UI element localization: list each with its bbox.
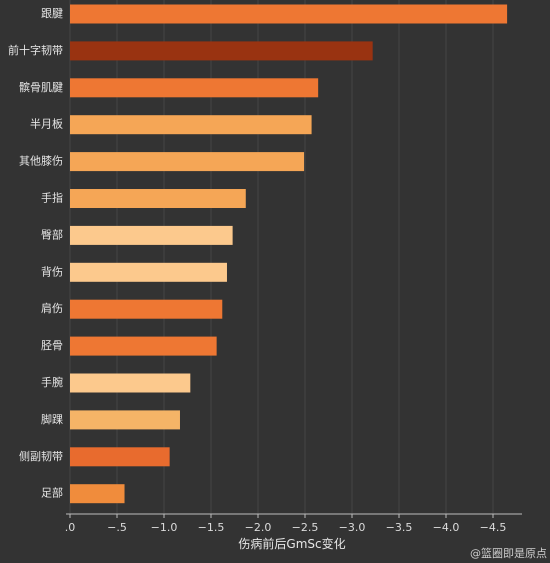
bar [70, 189, 246, 208]
bars [70, 4, 508, 504]
x-tick-label: −4.0 [433, 521, 460, 534]
category-label: 臀部 [41, 227, 63, 241]
category-label: 半月板 [30, 117, 63, 131]
category-label: 脚踝 [41, 412, 63, 426]
x-tick-label: −3.5 [386, 521, 413, 534]
bar [70, 336, 217, 356]
x-tick-label: −3.0 [339, 521, 366, 534]
bar [70, 410, 180, 430]
category-label: 髌骨肌腱 [19, 80, 63, 94]
x-tick-label: −1.0 [151, 521, 178, 534]
bar [70, 41, 373, 61]
x-axis-title: 伤病前后GmSc变化 [238, 536, 345, 551]
bar [70, 225, 233, 245]
bar [70, 4, 508, 24]
bar [70, 447, 170, 467]
x-tick-label: −2.5 [292, 521, 319, 534]
category-label: 手指 [41, 191, 63, 205]
category-label: 胫骨 [41, 339, 63, 352]
watermark-credit: @篮圈即是原点 [470, 546, 547, 560]
x-tick-label: −1.5 [198, 521, 225, 534]
bar [70, 373, 191, 393]
bar [70, 78, 319, 98]
category-label: 足部 [41, 486, 63, 500]
bar [70, 484, 125, 504]
bar [70, 115, 312, 135]
category-label: 其他膝伤 [19, 155, 63, 168]
category-label: 手腕 [41, 375, 63, 389]
x-tick-label: −4.5 [480, 521, 507, 534]
x-tick-label: −2.0 [245, 521, 272, 534]
x-ticks: .0 −.5 −1.0 −1.5 −2.0 −2.5 −3.0 −3.5 −4.0 −4.5 [65, 514, 507, 534]
grid-lines [69, 0, 494, 514]
bar [70, 262, 227, 282]
category-label: 肩伤 [41, 301, 63, 315]
bar [70, 299, 223, 319]
category-label: 背伤 [41, 264, 63, 278]
x-tick-label: −.5 [107, 521, 127, 534]
bar [70, 152, 305, 172]
x-tick-label: .0 [65, 521, 76, 534]
category-label: 前十字韧带 [8, 43, 63, 57]
category-label: 跟腱 [41, 7, 63, 20]
category-label: 侧副韧带 [19, 450, 63, 463]
